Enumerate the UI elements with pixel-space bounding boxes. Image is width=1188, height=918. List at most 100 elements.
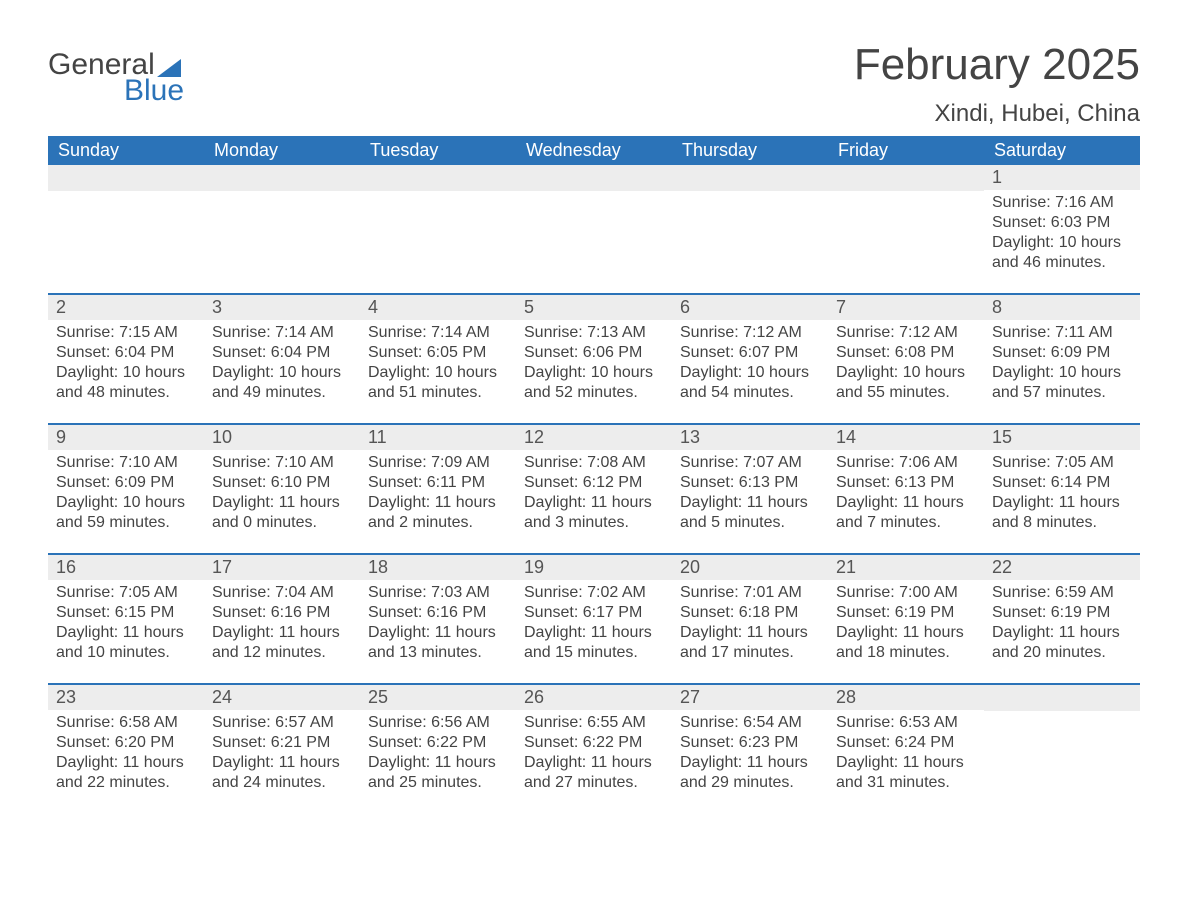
day-details: Sunrise: 6:54 AMSunset: 6:23 PMDaylight:… <box>672 710 828 801</box>
sunrise-label: Sunrise: <box>836 324 895 341</box>
sunrise-label: Sunrise: <box>836 714 895 731</box>
calendar-week-row: 16Sunrise: 7:05 AMSunset: 6:15 PMDayligh… <box>48 555 1140 683</box>
sunrise-value: 7:07 AM <box>743 454 802 471</box>
sunset-line: Sunset: 6:19 PM <box>836 603 976 623</box>
day-number-band: 4 <box>360 295 516 320</box>
sunrise-label: Sunrise: <box>680 324 739 341</box>
sunrise-line: Sunrise: 7:10 AM <box>212 453 352 473</box>
sunset-line: Sunset: 6:03 PM <box>992 213 1132 233</box>
sunrise-line: Sunrise: 6:54 AM <box>680 713 820 733</box>
sunset-value: 6:03 PM <box>1051 214 1111 231</box>
sunset-value: 6:20 PM <box>115 734 175 751</box>
sunset-value: 6:05 PM <box>427 344 487 361</box>
sunrise-label: Sunrise: <box>524 324 583 341</box>
sunrise-label: Sunrise: <box>368 714 427 731</box>
calendar-day-cell: 4Sunrise: 7:14 AMSunset: 6:05 PMDaylight… <box>360 295 516 423</box>
sunset-label: Sunset: <box>56 474 110 491</box>
sunset-line: Sunset: 6:06 PM <box>524 343 664 363</box>
sunset-line: Sunset: 6:11 PM <box>368 473 508 493</box>
calendar-day-cell: 26Sunrise: 6:55 AMSunset: 6:22 PMDayligh… <box>516 685 672 813</box>
sunrise-label: Sunrise: <box>836 584 895 601</box>
sunset-value: 6:08 PM <box>895 344 955 361</box>
day-details: Sunrise: 7:05 AMSunset: 6:15 PMDaylight:… <box>48 580 204 671</box>
sunrise-value: 7:11 AM <box>1055 324 1113 341</box>
calendar-day-cell: 24Sunrise: 6:57 AMSunset: 6:21 PMDayligh… <box>204 685 360 813</box>
daylight-line: Daylight: 10 hours and 54 minutes. <box>680 363 820 403</box>
sunrise-line: Sunrise: 7:09 AM <box>368 453 508 473</box>
day-number-band: 26 <box>516 685 672 710</box>
day-number-band: 8 <box>984 295 1140 320</box>
sunset-label: Sunset: <box>680 604 734 621</box>
sunrise-value: 7:09 AM <box>431 454 490 471</box>
sunset-value: 6:10 PM <box>271 474 331 491</box>
sunset-line: Sunset: 6:16 PM <box>212 603 352 623</box>
sunset-label: Sunset: <box>836 734 890 751</box>
calendar-day-cell: 15Sunrise: 7:05 AMSunset: 6:14 PMDayligh… <box>984 425 1140 553</box>
sunrise-line: Sunrise: 7:06 AM <box>836 453 976 473</box>
sunrise-value: 7:03 AM <box>431 584 490 601</box>
weekday-header: Wednesday <box>516 136 672 165</box>
day-number-band: 7 <box>828 295 984 320</box>
logo: General Blue <box>48 40 184 106</box>
sunrise-line: Sunrise: 7:14 AM <box>368 323 508 343</box>
sunrise-value: 7:16 AM <box>1055 194 1114 211</box>
sunset-value: 6:07 PM <box>739 344 799 361</box>
sunrise-line: Sunrise: 7:12 AM <box>836 323 976 343</box>
daylight-label: Daylight: <box>524 624 586 641</box>
title-block: February 2025 Xindi, Hubei, China <box>854 40 1140 128</box>
day-number-band: 13 <box>672 425 828 450</box>
sunset-line: Sunset: 6:07 PM <box>680 343 820 363</box>
day-number-band: 5 <box>516 295 672 320</box>
sunset-line: Sunset: 6:22 PM <box>368 733 508 753</box>
calendar-day-cell: 11Sunrise: 7:09 AMSunset: 6:11 PMDayligh… <box>360 425 516 553</box>
daylight-line: Daylight: 11 hours and 10 minutes. <box>56 623 196 663</box>
sunset-line: Sunset: 6:18 PM <box>680 603 820 623</box>
sunrise-label: Sunrise: <box>56 454 115 471</box>
calendar-week-row: 2Sunrise: 7:15 AMSunset: 6:04 PMDaylight… <box>48 295 1140 423</box>
daylight-label: Daylight: <box>56 754 118 771</box>
sunrise-line: Sunrise: 7:01 AM <box>680 583 820 603</box>
sunset-label: Sunset: <box>836 604 890 621</box>
sunrise-line: Sunrise: 6:59 AM <box>992 583 1132 603</box>
sunrise-line: Sunrise: 7:00 AM <box>836 583 976 603</box>
day-number-band: 11 <box>360 425 516 450</box>
day-details: Sunrise: 7:06 AMSunset: 6:13 PMDaylight:… <box>828 450 984 541</box>
day-number-band: 17 <box>204 555 360 580</box>
calendar-day-cell: 2Sunrise: 7:15 AMSunset: 6:04 PMDaylight… <box>48 295 204 423</box>
daylight-line: Daylight: 11 hours and 5 minutes. <box>680 493 820 533</box>
calendar-empty-cell <box>360 165 516 293</box>
sunrise-value: 7:12 AM <box>899 324 958 341</box>
sunrise-line: Sunrise: 7:11 AM <box>992 323 1132 343</box>
sunset-label: Sunset: <box>212 604 266 621</box>
day-details: Sunrise: 7:11 AMSunset: 6:09 PMDaylight:… <box>984 320 1140 411</box>
sunset-label: Sunset: <box>992 474 1046 491</box>
calendar-day-cell: 23Sunrise: 6:58 AMSunset: 6:20 PMDayligh… <box>48 685 204 813</box>
day-details: Sunrise: 6:57 AMSunset: 6:21 PMDaylight:… <box>204 710 360 801</box>
sunset-value: 6:17 PM <box>583 604 643 621</box>
day-details: Sunrise: 7:13 AMSunset: 6:06 PMDaylight:… <box>516 320 672 411</box>
sunset-line: Sunset: 6:09 PM <box>992 343 1132 363</box>
sunset-value: 6:12 PM <box>583 474 643 491</box>
sunset-line: Sunset: 6:05 PM <box>368 343 508 363</box>
sunset-label: Sunset: <box>56 734 110 751</box>
sunrise-label: Sunrise: <box>56 584 115 601</box>
sunrise-line: Sunrise: 7:12 AM <box>680 323 820 343</box>
day-details: Sunrise: 7:16 AMSunset: 6:03 PMDaylight:… <box>984 190 1140 281</box>
day-details: Sunrise: 6:56 AMSunset: 6:22 PMDaylight:… <box>360 710 516 801</box>
calendar-day-cell: 18Sunrise: 7:03 AMSunset: 6:16 PMDayligh… <box>360 555 516 683</box>
sunrise-value: 6:54 AM <box>743 714 802 731</box>
sunset-label: Sunset: <box>212 474 266 491</box>
day-number-band: 3 <box>204 295 360 320</box>
sunrise-line: Sunrise: 6:57 AM <box>212 713 352 733</box>
sunset-line: Sunset: 6:23 PM <box>680 733 820 753</box>
day-number-band <box>516 165 672 191</box>
day-number-band: 20 <box>672 555 828 580</box>
sunrise-label: Sunrise: <box>836 454 895 471</box>
sunset-line: Sunset: 6:04 PM <box>212 343 352 363</box>
daylight-line: Daylight: 11 hours and 13 minutes. <box>368 623 508 663</box>
day-details: Sunrise: 7:15 AMSunset: 6:04 PMDaylight:… <box>48 320 204 411</box>
day-number-band: 1 <box>984 165 1140 190</box>
sunrise-line: Sunrise: 7:04 AM <box>212 583 352 603</box>
sunrise-line: Sunrise: 6:55 AM <box>524 713 664 733</box>
calendar-day-cell: 5Sunrise: 7:13 AMSunset: 6:06 PMDaylight… <box>516 295 672 423</box>
